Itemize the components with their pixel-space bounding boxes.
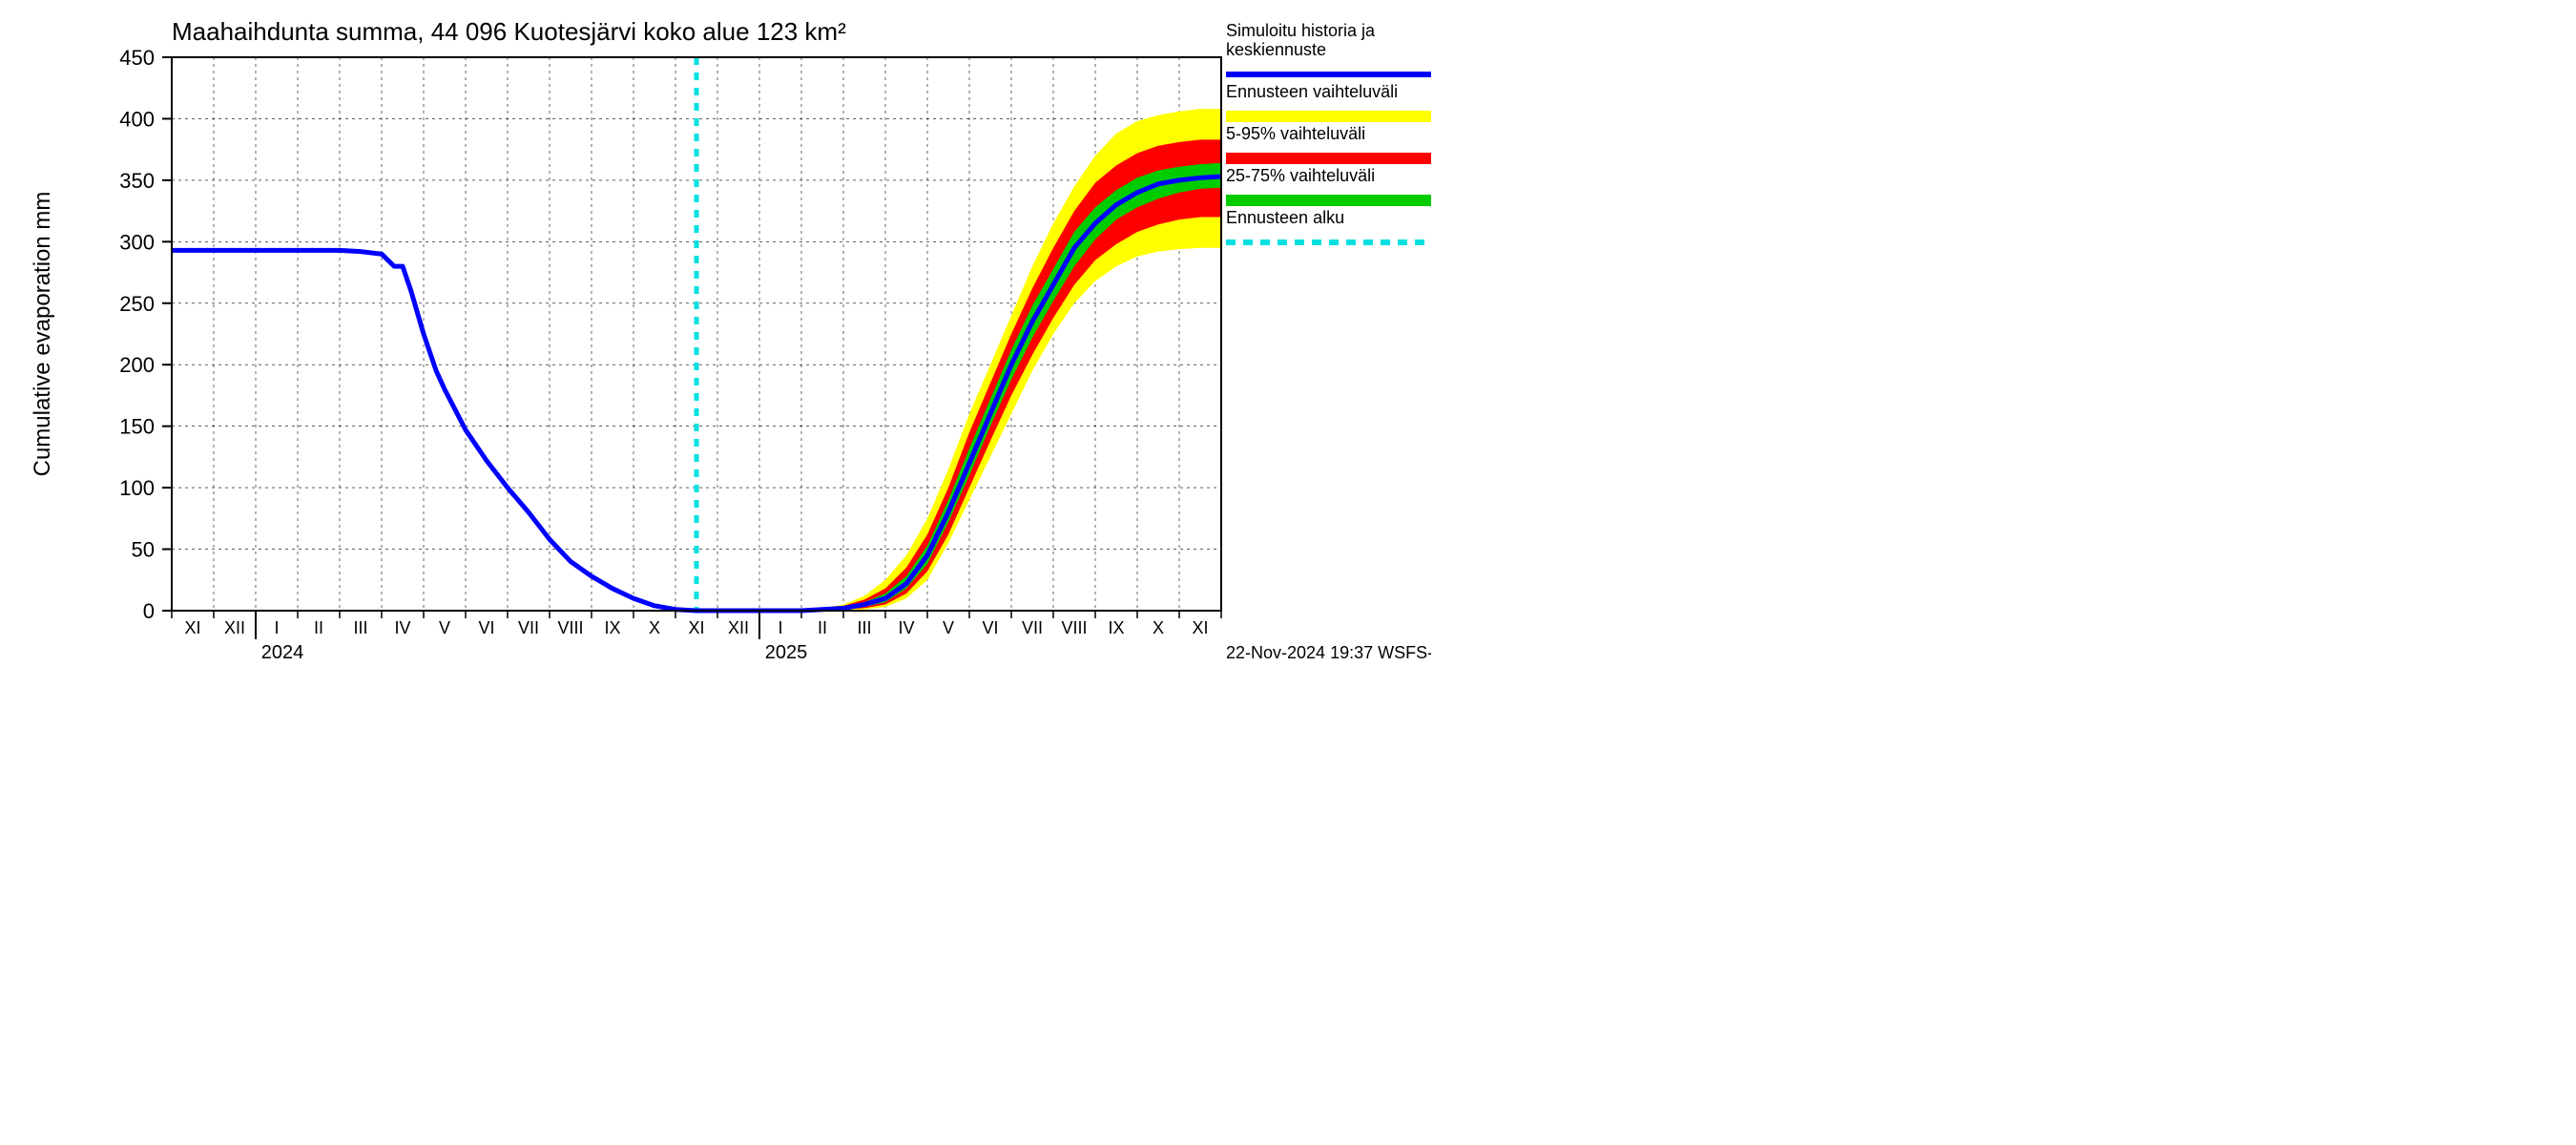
y-tick-label: 200 — [119, 353, 155, 377]
x-month-label: VI — [982, 618, 998, 637]
legend-swatch — [1226, 195, 1431, 206]
legend-label: Ennusteen vaihteluväli — [1226, 82, 1398, 101]
x-year-label: 2025 — [765, 642, 808, 663]
chart: 050100150200250300350400450XIXIIIIIIIIIV… — [0, 0, 1431, 687]
x-month-label: I — [274, 618, 279, 637]
legend-label: 5-95% vaihteluväli — [1226, 124, 1365, 143]
x-month-label: XI — [1192, 618, 1208, 637]
y-tick-label: 350 — [119, 169, 155, 193]
x-month-label: II — [818, 618, 827, 637]
x-month-label: V — [943, 618, 954, 637]
legend-swatch — [1226, 111, 1431, 122]
x-year-label: 2024 — [261, 642, 304, 663]
x-month-label: XII — [224, 618, 245, 637]
x-month-label: III — [353, 618, 367, 637]
x-month-label: X — [649, 618, 660, 637]
x-month-label: VI — [478, 618, 494, 637]
x-month-label: XI — [184, 618, 200, 637]
footer-timestamp: 22-Nov-2024 19:37 WSFS-O — [1226, 643, 1431, 662]
legend-label: 25-75% vaihteluväli — [1226, 166, 1375, 185]
x-month-label: IV — [898, 618, 914, 637]
x-month-label: IX — [604, 618, 620, 637]
x-month-label: V — [439, 618, 450, 637]
y-tick-label: 400 — [119, 107, 155, 131]
x-month-label: IX — [1108, 618, 1124, 637]
legend-swatch — [1226, 153, 1431, 164]
legend-label: keskiennuste — [1226, 40, 1326, 59]
y-tick-label: 150 — [119, 415, 155, 439]
legend-label: Simuloitu historia ja — [1226, 21, 1376, 40]
x-month-label: XI — [688, 618, 704, 637]
y-tick-label: 100 — [119, 476, 155, 500]
x-month-label: VIII — [1061, 618, 1087, 637]
chart-title: Maahaihdunta summa, 44 096 Kuotesjärvi k… — [172, 17, 846, 46]
x-month-label: VII — [1022, 618, 1043, 637]
x-month-label: II — [314, 618, 323, 637]
x-month-label: VIII — [557, 618, 583, 637]
x-month-label: I — [778, 618, 782, 637]
x-month-label: XII — [728, 618, 749, 637]
y-tick-label: 50 — [132, 538, 155, 562]
legend-label: Ennusteen alku — [1226, 208, 1344, 227]
y-tick-label: 250 — [119, 292, 155, 316]
x-month-label: IV — [394, 618, 410, 637]
x-month-label: VII — [518, 618, 539, 637]
y-tick-label: 0 — [143, 599, 155, 623]
x-month-label: III — [857, 618, 871, 637]
y-tick-label: 450 — [119, 46, 155, 70]
x-month-label: X — [1153, 618, 1164, 637]
y-tick-label: 300 — [119, 230, 155, 254]
y-axis-label: Cumulative evaporation mm — [30, 192, 55, 477]
